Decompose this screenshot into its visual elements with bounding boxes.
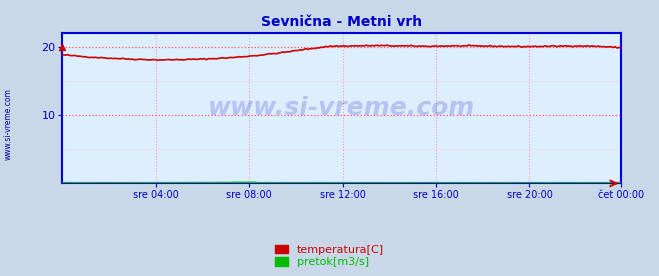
Title: Sevnična - Metni vrh: Sevnična - Metni vrh [261, 15, 422, 29]
Text: www.si-vreme.com: www.si-vreme.com [3, 88, 13, 160]
Legend: temperatura[C], pretok[m3/s]: temperatura[C], pretok[m3/s] [272, 241, 387, 270]
Text: www.si-vreme.com: www.si-vreme.com [208, 96, 475, 120]
